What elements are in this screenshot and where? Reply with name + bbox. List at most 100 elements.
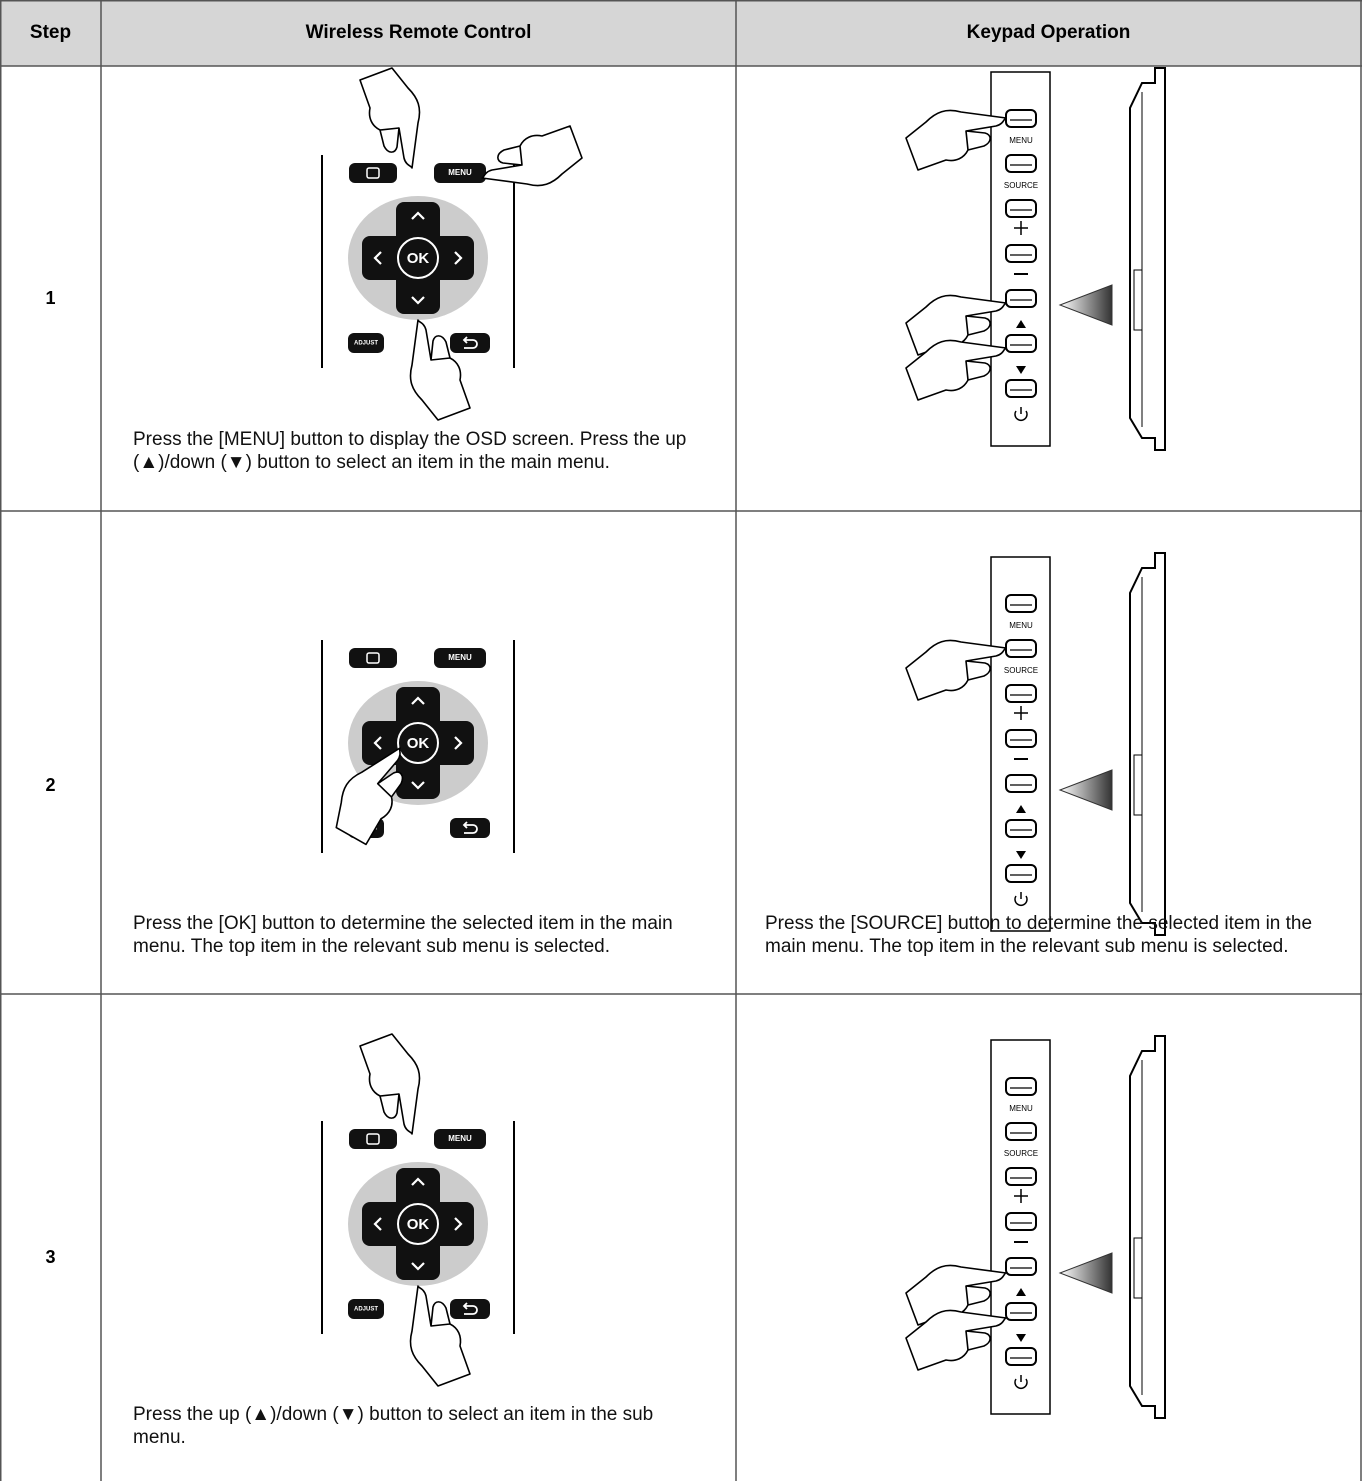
- tv-vent: [1133, 1237, 1143, 1299]
- info-icon: [366, 1133, 380, 1145]
- button-label: OK: [407, 735, 430, 752]
- keypad: [990, 1035, 1166, 1419]
- keypad-button: [1005, 154, 1037, 173]
- info-icon: [366, 167, 380, 179]
- keypad-button: [1005, 289, 1037, 308]
- step-number: 3: [45, 1247, 56, 1267]
- button-label: MENU: [1009, 1104, 1033, 1113]
- back-icon: [462, 821, 478, 834]
- description: Press the [MENU] button to display the O…: [133, 429, 687, 473]
- ok-button: [397, 722, 439, 764]
- light-beam: [1058, 769, 1113, 811]
- button-label: SOURCE: [1004, 666, 1038, 675]
- remote-button: [349, 1129, 397, 1149]
- remote-button: [349, 163, 397, 183]
- chevron: [411, 211, 425, 220]
- tv-vent: [1133, 269, 1143, 331]
- remote-button: [434, 1129, 486, 1149]
- ok-button: [397, 1203, 439, 1245]
- remote: [321, 155, 515, 368]
- description: Press the [SOURCE] button to determine t…: [765, 913, 1313, 957]
- keypad-button: [1005, 1167, 1037, 1186]
- tv-vent: [1133, 754, 1143, 816]
- back-icon: [462, 336, 478, 349]
- hand: [905, 294, 1007, 356]
- chevron: [454, 736, 463, 750]
- keypad-button: [1005, 199, 1037, 218]
- plus: [1014, 221, 1028, 235]
- down-arrow: [1016, 1334, 1026, 1342]
- keypad-button: [1005, 1302, 1037, 1321]
- hand: [359, 1033, 421, 1135]
- button-label: MENU: [448, 653, 472, 662]
- hand: [359, 67, 421, 169]
- keypad-button: [1005, 109, 1037, 128]
- keypad: [990, 67, 1166, 451]
- chevron: [411, 781, 425, 790]
- remote: [321, 1121, 515, 1334]
- hand: [481, 125, 583, 187]
- button-label: OK: [407, 250, 430, 267]
- hand: [905, 639, 1007, 701]
- chevron: [411, 696, 425, 705]
- header-cell: Wireless Remote Control: [305, 22, 532, 43]
- chevron: [454, 251, 463, 265]
- button-label: OK: [407, 1216, 430, 1233]
- remote-button: [450, 818, 490, 838]
- up-arrow: [1016, 805, 1026, 813]
- button-label: MENU: [1009, 621, 1033, 630]
- keypad-button: [1005, 334, 1037, 353]
- chevron: [454, 1217, 463, 1231]
- chevron: [373, 1217, 382, 1231]
- step-number: 1: [45, 288, 56, 308]
- hand: [335, 747, 404, 846]
- light-beam: [1058, 284, 1113, 326]
- up-arrow: [1016, 320, 1026, 328]
- header-cell: Keypad Operation: [966, 22, 1131, 43]
- hand: [409, 319, 471, 421]
- button-label: MENU: [1009, 136, 1033, 145]
- chevron: [411, 1262, 425, 1271]
- keypad-button: [1005, 684, 1037, 703]
- tv-profile: [1129, 67, 1166, 451]
- power-icon: [1014, 407, 1028, 421]
- down-arrow: [1016, 366, 1026, 374]
- hand: [905, 1309, 1007, 1371]
- button-label: ADJUST: [354, 1307, 378, 1313]
- keypad-button: [1005, 1077, 1037, 1096]
- keypad: [990, 552, 1166, 936]
- header-cell: Step: [29, 22, 72, 43]
- button-label: ADJUST: [354, 341, 378, 347]
- tv-profile: [1129, 552, 1166, 936]
- ok-button: [397, 237, 439, 279]
- step-number: 2: [45, 775, 56, 795]
- hand: [409, 1285, 471, 1387]
- keypad-button: [1005, 864, 1037, 883]
- power-icon: [1014, 892, 1028, 906]
- remote-button: [349, 648, 397, 668]
- keypad-button: [1005, 1212, 1037, 1231]
- button-label: SOURCE: [1004, 1149, 1038, 1158]
- keypad-button: [1005, 819, 1037, 838]
- remote-button: [348, 1299, 384, 1319]
- chevron: [373, 251, 382, 265]
- description: Press the up (▲)/down (▼) button to sele…: [133, 1404, 654, 1448]
- remote-button: [434, 163, 486, 183]
- hand: [905, 109, 1007, 171]
- chevron: [373, 736, 382, 750]
- keypad-button: [1005, 594, 1037, 613]
- button-label: SOURCE: [1004, 181, 1038, 190]
- keypad-button: [1005, 244, 1037, 263]
- header-bg: [0, 0, 1362, 66]
- keypad-button: [1005, 729, 1037, 748]
- remote-button: [450, 333, 490, 353]
- remote-button: [450, 1299, 490, 1319]
- chevron: [411, 1177, 425, 1186]
- plus: [1014, 706, 1028, 720]
- down-arrow: [1016, 851, 1026, 859]
- plus: [1014, 1189, 1028, 1203]
- keypad-button: [1005, 1122, 1037, 1141]
- keypad-button: [1005, 774, 1037, 793]
